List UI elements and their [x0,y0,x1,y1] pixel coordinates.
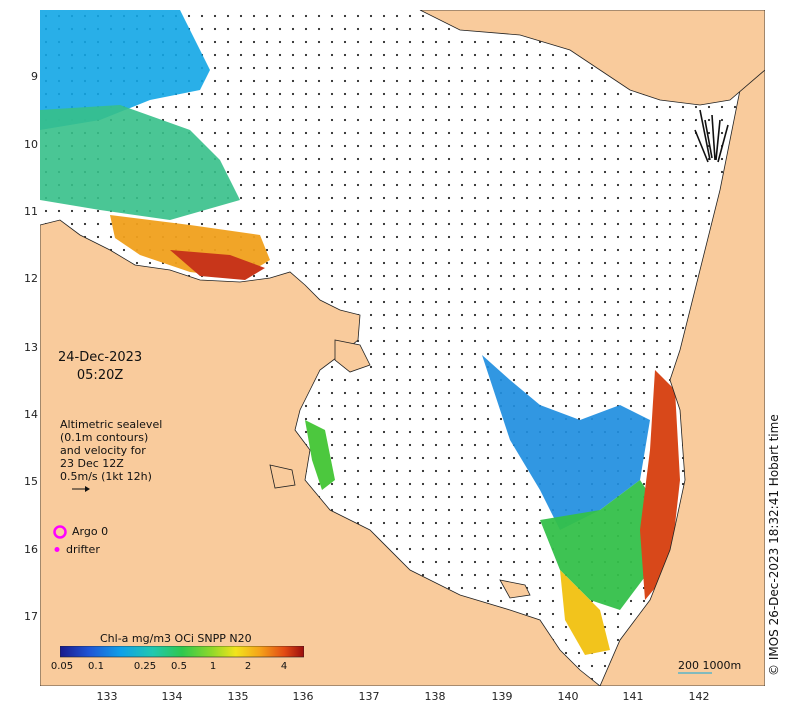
lon-tick-135: 135 [227,690,249,703]
lon-tick-142: 142 [688,690,710,703]
altimetry-line: (0.1m contours) [60,431,149,444]
argo-ring-icon [53,525,67,539]
lon-tick-136: 136 [292,690,314,703]
colorbar-title: Chl-a mg/m3 OCi SNPP N20 [100,632,252,645]
lat-tick-9: 9 [31,70,38,83]
chl-swath-west-green [305,420,335,490]
land-cape-york [599,49,765,686]
lon-tick-140: 140 [557,690,579,703]
colorbar-tick: 4 [280,661,288,672]
colorbar-tick: 0.5 [171,661,187,672]
land-new-guinea [419,10,765,106]
lon-tick-139: 139 [491,690,513,703]
altimetry-note: Altimetric sealevel (0.1m contours) and … [60,418,162,483]
argo-label: Argo 0 [72,525,109,538]
scale-label: 200 1000m [678,659,742,672]
land-mornington [499,579,531,599]
altimetry-line: 23 Dec 12Z [60,457,124,470]
lat-tick-15: 15 [24,475,38,488]
lon-tick-134: 134 [161,690,183,703]
lon-tick-137: 137 [358,690,380,703]
lat-tick-14: 14 [24,408,38,421]
drifter-label: drifter [66,543,100,556]
map-svg [40,10,765,686]
chl-swath-north-blue [40,10,210,130]
chl-swath-gulf-green [540,480,660,610]
land-groote-east [334,339,371,373]
drifter-dot-icon [54,547,60,552]
lat-tick-16: 16 [24,543,38,556]
land-layer [40,10,765,686]
land-island-west [269,464,296,489]
chl-swath-east-red [640,370,680,600]
colorbar [60,646,304,658]
lat-tick-12: 12 [24,272,38,285]
credit-text: © IMOS 26-Dec-2023 18:32:41 Hobart time [767,414,781,676]
map-canvas[interactable] [40,10,765,686]
colorbar-tick: 2 [244,661,252,672]
lon-tick-133: 133 [96,690,118,703]
altimetry-line: and velocity for [60,444,146,457]
legend-arrow [72,486,90,492]
altimetry-line: Altimetric sealevel [60,418,163,431]
chl-swath-gulf-yellow [560,570,610,655]
land-arnhem-top-end [40,219,601,686]
lon-tick-141: 141 [622,690,644,703]
colorbar-tick: 1 [209,661,217,672]
lat-tick-10: 10 [24,138,38,151]
drifter-tracks [694,109,729,163]
lat-tick-11: 11 [24,205,38,218]
altimetry-line: 0.5m/s (1kt 12h) [60,470,152,483]
overlay-date: 24-Dec-2023 [58,350,143,365]
chlorophyll-layer [40,10,680,655]
chl-swath-north-red [170,250,265,280]
lat-tick-17: 17 [24,610,38,623]
colorbar-tick: 0.25 [133,661,157,672]
colorbar-tick: 0.05 [50,661,74,672]
lon-tick-138: 138 [424,690,446,703]
overlay-time: 05:20Z [76,368,124,383]
overlay-datetime: 24-Dec-2023 05:20Z [58,349,142,385]
chl-swath-gulf-blue [482,355,650,530]
colorbar-tick: 0.1 [88,661,104,672]
chl-swath-north-green [40,105,240,220]
lat-tick-13: 13 [24,341,38,354]
